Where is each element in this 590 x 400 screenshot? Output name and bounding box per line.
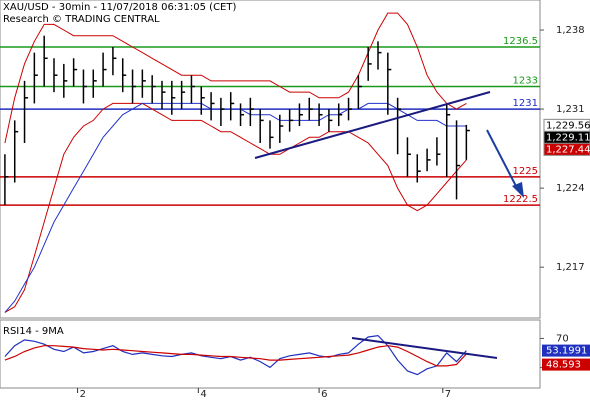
level-label: 1233 (513, 76, 538, 87)
overlay-line (4, 102, 467, 313)
price-tag-label: 1,229.56 (546, 120, 590, 131)
rsi-tag-label: 53.1991 (546, 346, 587, 357)
x-tick-label: 4 (200, 389, 206, 400)
y-tick-label: 1,231 (556, 104, 585, 115)
level-label: 1225 (513, 166, 538, 177)
rsi-line (4, 345, 467, 367)
overlay-line (4, 12, 467, 144)
plot: 1,217 1,224 1,231 1,238 1236.5 1233 1231 1225 12… (0, 12, 590, 400)
arrow-head (512, 182, 524, 198)
x-tick-label: 2 (80, 389, 86, 400)
trend-line (254, 91, 491, 159)
arrow (486, 129, 519, 191)
level-label: 1222.5 (503, 194, 538, 205)
y-tick-label: 1,217 (556, 262, 585, 273)
price-tag (543, 142, 590, 156)
y-tick-label: 1,224 (556, 183, 585, 194)
price-tag-label: 1,227.44 (546, 144, 590, 155)
overlay-line (4, 102, 467, 313)
chart-title: XAU/USD - 30min - 11/07/2018 06:31:05 (C… (3, 2, 236, 13)
rsi-line (4, 334, 467, 376)
rsi-tag-label: 48.593 (546, 360, 581, 371)
rsi-trend-line (351, 337, 498, 359)
x-tick-label: 6 (321, 389, 327, 400)
rsi-tag (542, 344, 590, 357)
rsi-tag (542, 358, 590, 371)
price-tag-label: 1,229.11 (546, 132, 590, 143)
level-label: 1231 (513, 98, 538, 109)
level-label: 1236.5 (503, 36, 538, 47)
y-tick-label: 1,238 (556, 25, 585, 36)
chart-subtitle: Research © TRADING CENTRAL (3, 14, 160, 25)
x-tick-label: 7 (445, 389, 451, 400)
rsi-panel (0, 319, 541, 389)
y-tick-label: 70 (556, 333, 569, 344)
rsi-title: RSI14 - 9MA (3, 326, 64, 337)
